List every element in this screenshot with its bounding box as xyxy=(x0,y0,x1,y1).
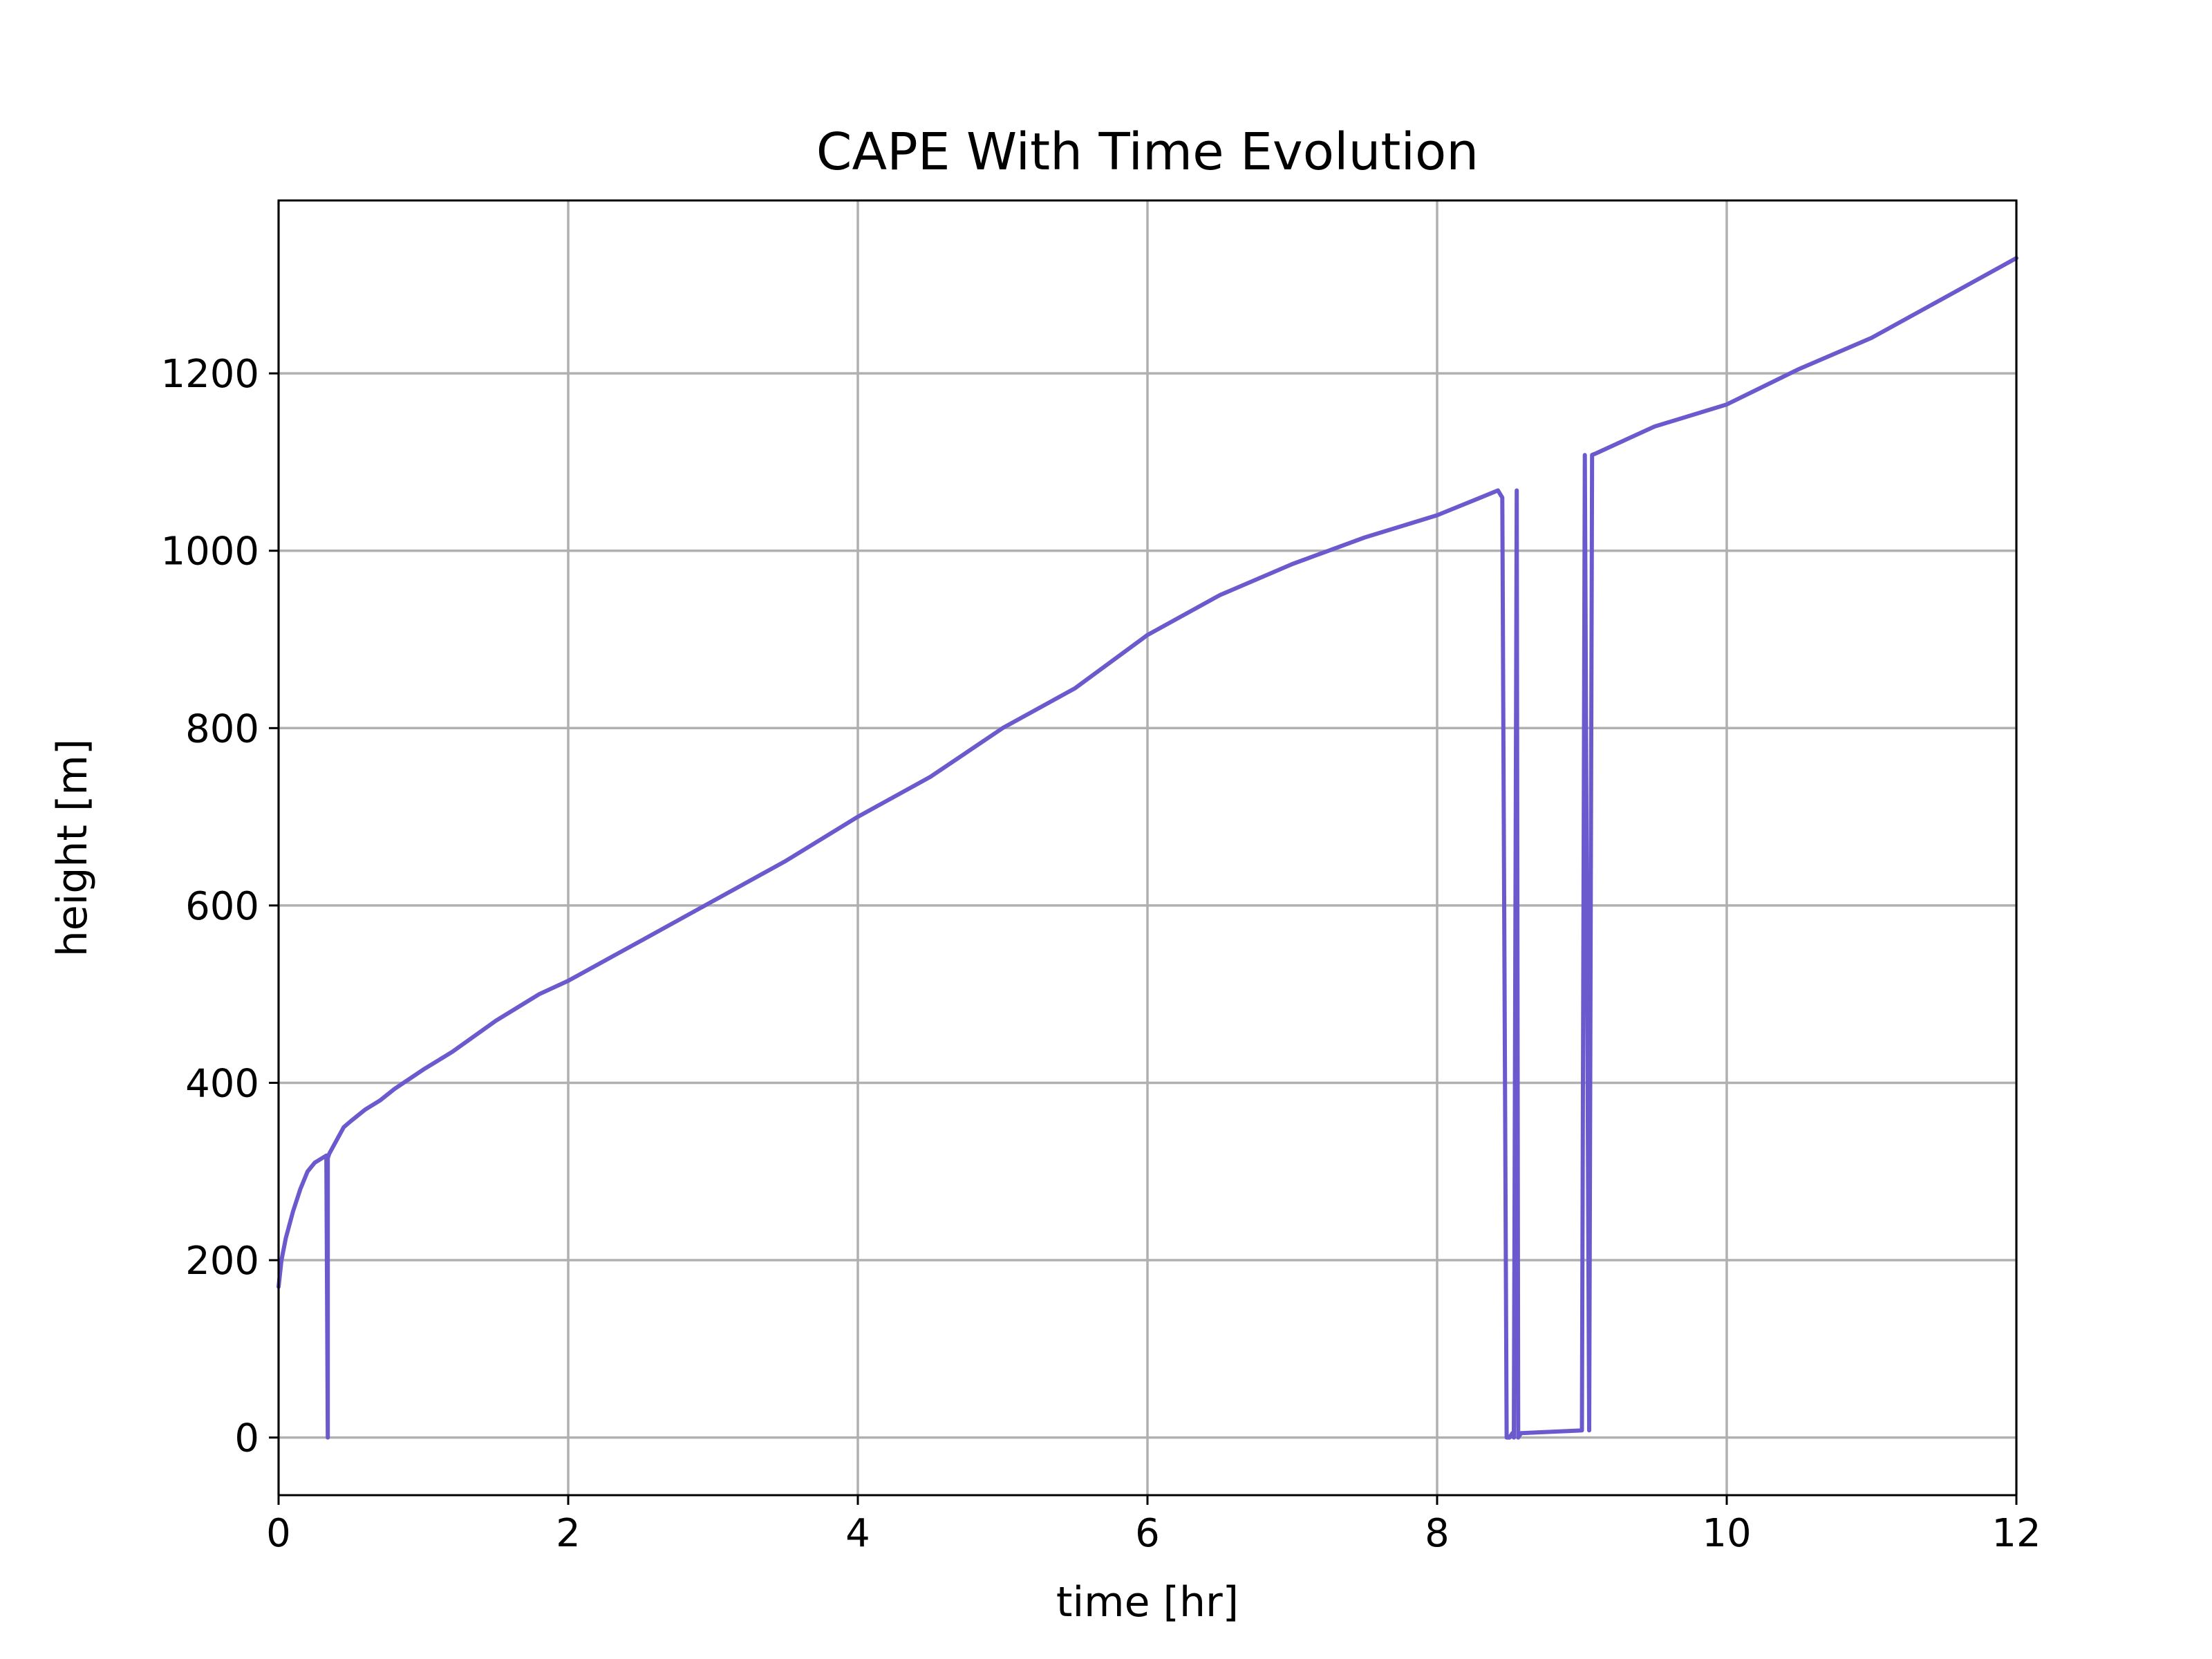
y-tick-label: 0 xyxy=(234,1416,259,1461)
y-tick-label: 600 xyxy=(185,884,259,929)
x-tick-label: 4 xyxy=(845,1511,870,1556)
y-tick-label: 1200 xyxy=(160,352,259,397)
series-line xyxy=(276,256,2018,1440)
x-axis-ticks: 0 2 4 6 8 10 12 xyxy=(266,1495,2041,1556)
y-axis-ticks: 0 200 400 600 800 1000 1200 xyxy=(160,352,279,1461)
x-tick-label: 6 xyxy=(1135,1511,1160,1556)
y-tick-label: 200 xyxy=(185,1239,259,1284)
x-axis-label: time [hr] xyxy=(1056,1578,1239,1627)
x-tick-label: 8 xyxy=(1425,1511,1450,1556)
y-tick-label: 800 xyxy=(185,706,259,751)
y-axis-label: height [m] xyxy=(48,739,97,957)
series-layer xyxy=(276,256,2018,1440)
x-tick-label: 12 xyxy=(1991,1511,2041,1556)
chart-title: CAPE With Time Evolution xyxy=(816,122,1479,182)
x-tick-label: 0 xyxy=(266,1511,291,1556)
y-tick-label: 1000 xyxy=(160,529,259,574)
y-tick-label: 400 xyxy=(185,1061,259,1106)
x-tick-label: 2 xyxy=(556,1511,581,1556)
x-tick-label: 10 xyxy=(1702,1511,1751,1556)
grid xyxy=(277,200,2018,1495)
